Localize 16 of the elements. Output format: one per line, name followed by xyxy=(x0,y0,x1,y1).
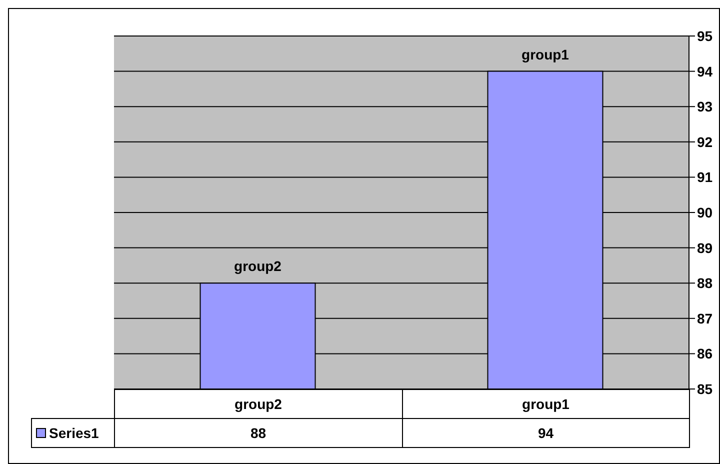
y-tick-label: 91 xyxy=(697,169,713,186)
y-tick-label: 94 xyxy=(697,63,713,80)
y-tick-label: 89 xyxy=(697,240,713,256)
legend-label: Series1 xyxy=(32,418,114,448)
data-label: 94 xyxy=(402,418,690,448)
y-tick-label: 86 xyxy=(697,346,713,362)
annotation: group2 xyxy=(234,258,282,274)
data-label: 88 xyxy=(114,418,402,448)
y-tick-label: 92 xyxy=(697,134,713,150)
y-tick-label: 85 xyxy=(697,380,713,397)
annotation: group1 xyxy=(522,46,570,62)
y-tick-label: 90 xyxy=(697,204,713,220)
y-tick-label: 93 xyxy=(697,98,713,115)
y-tick-label: 95 xyxy=(697,28,713,44)
y-tick-label: 88 xyxy=(697,275,713,292)
y-tick-label: 87 xyxy=(697,310,713,326)
